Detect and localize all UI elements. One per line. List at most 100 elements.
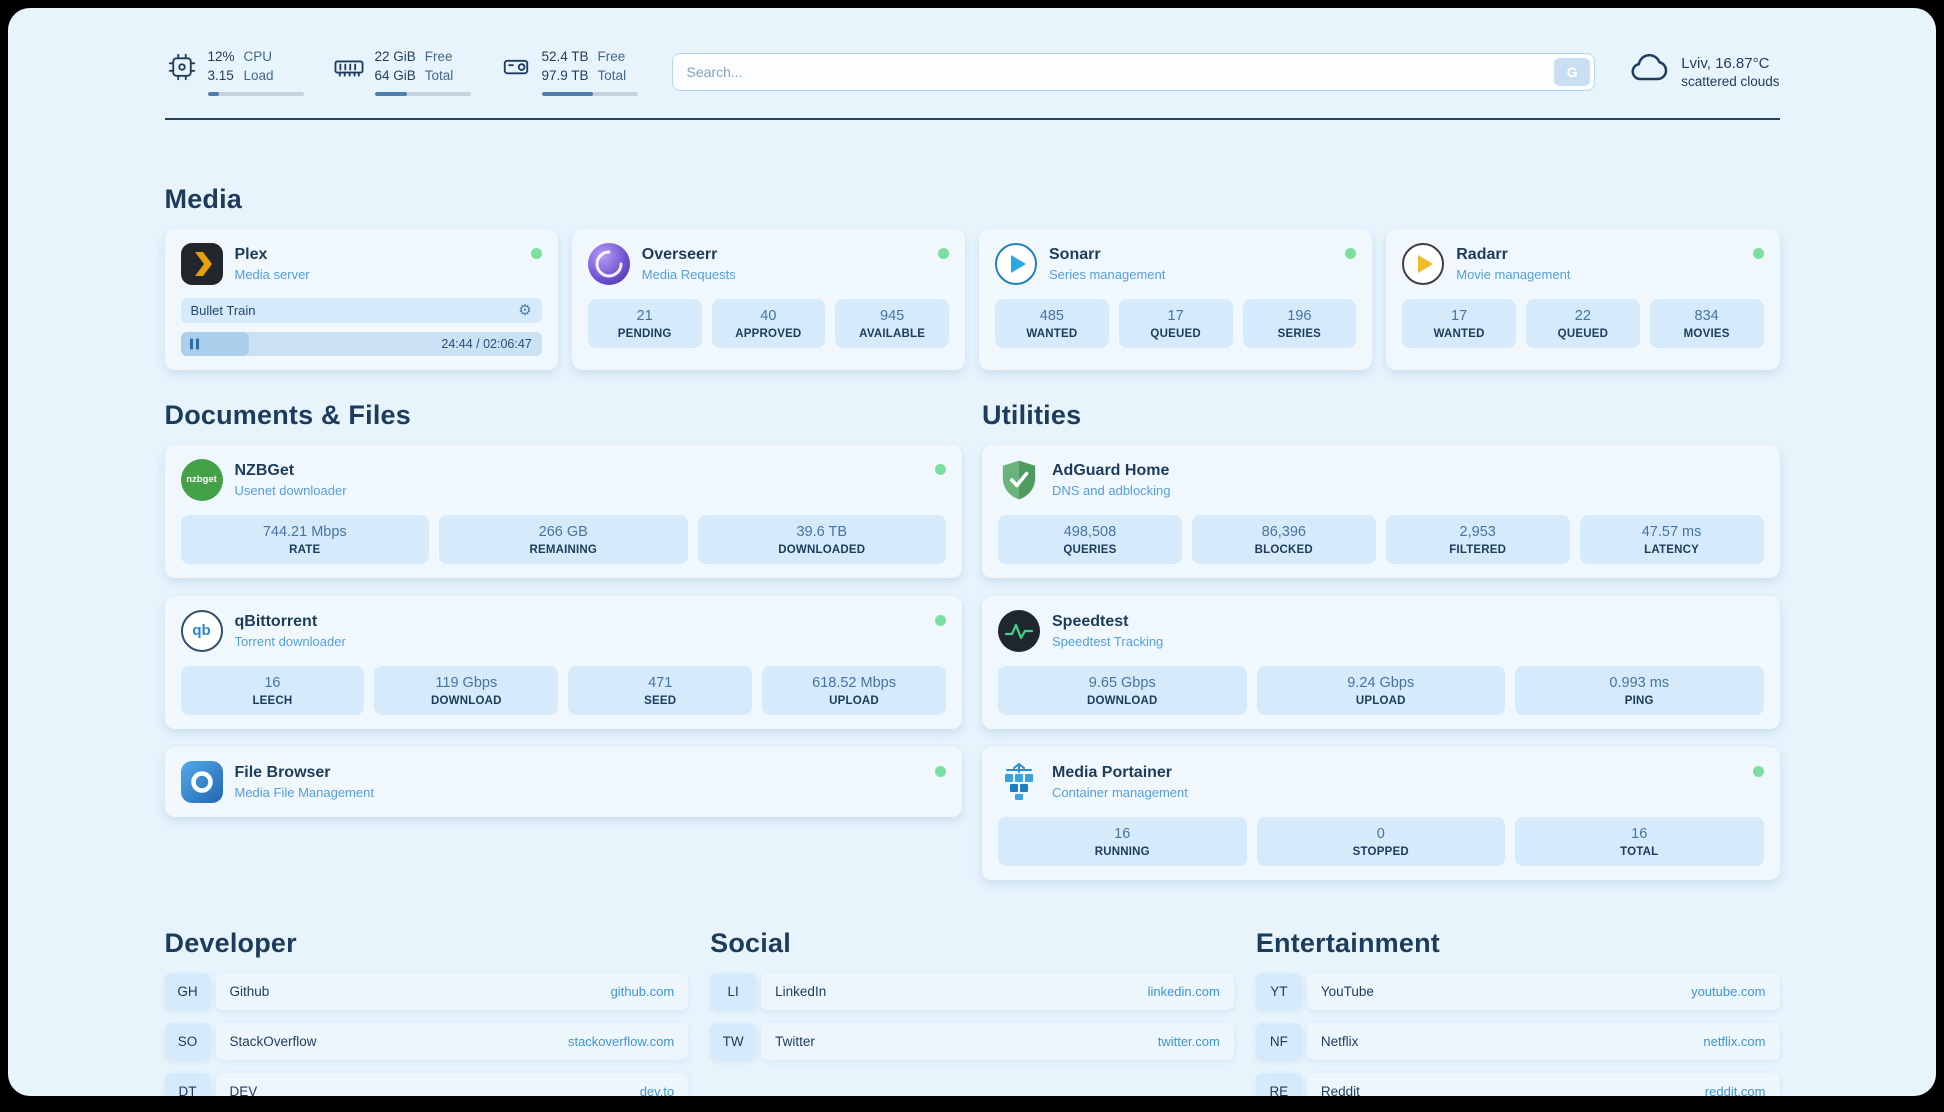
bookmark-name: LinkedIn: [775, 983, 827, 999]
bookmark-url: netflix.com: [1703, 1033, 1766, 1049]
app-card-qbittorrent[interactable]: qb qBittorrent Torrent downloader 16 LEE…: [164, 595, 962, 729]
stat-label: MOVIES: [1683, 327, 1730, 340]
topbar-divider: [164, 117, 1780, 120]
app-subtitle: Container management: [1052, 784, 1188, 800]
stat-label: TOTAL: [1620, 845, 1659, 858]
stat-label: QUERIES: [1063, 543, 1117, 556]
stat-value: 0.993 ms: [1609, 674, 1670, 691]
bookmark-url: linkedin.com: [1147, 983, 1220, 999]
bookmark-abbr: LI: [710, 972, 757, 1010]
app-name: Overseerr: [641, 245, 718, 263]
bookmark-youtube[interactable]: YT YouTube youtube.com: [1255, 972, 1780, 1010]
stat-value: 9.24 Gbps: [1347, 674, 1415, 691]
stat-label: APPROVED: [735, 327, 802, 340]
bookmark-twitter[interactable]: TW Twitter twitter.com: [710, 1022, 1234, 1060]
bookmark-reddit[interactable]: RE Reddit reddit.com: [1255, 1072, 1780, 1096]
bookmark-abbr: TW: [710, 1022, 757, 1060]
app-card-filebrowser[interactable]: File Browser Media File Management: [164, 746, 962, 817]
ram-label-2: Total: [424, 67, 454, 83]
search-bar: G: [671, 52, 1596, 91]
bookmark-dev[interactable]: DT DEV dev.to: [164, 1072, 689, 1096]
bookmark-url: twitter.com: [1157, 1033, 1220, 1049]
status-dot: [530, 247, 542, 259]
developer-heading: Developer: [164, 927, 297, 958]
bookmark-name: StackOverflow: [229, 1033, 317, 1049]
status-dot: [938, 247, 949, 259]
stat-tile: 16 RUNNING: [998, 816, 1247, 866]
search-input[interactable]: [671, 52, 1596, 91]
app-name: Radarr: [1456, 245, 1508, 263]
app-card-adguard[interactable]: AdGuard Home DNS and adblocking 498,508 …: [982, 444, 1780, 578]
stat-value: 39.6 TB: [796, 523, 848, 540]
cpu-icon: [165, 52, 199, 82]
adguard-icon: [998, 459, 1040, 501]
app-card-sonarr[interactable]: Sonarr Series management 485 WANTED 17 Q…: [979, 228, 1373, 370]
status-dot: [935, 463, 946, 475]
app-subtitle: Media server: [234, 266, 310, 282]
app-card-plex[interactable]: Plex Media server Bullet Train ⚙ 24:44 /…: [164, 228, 558, 370]
cpu-progress-bar: [207, 91, 304, 96]
app-subtitle: Media Requests: [641, 266, 736, 282]
stat-label: LEECH: [252, 694, 293, 707]
nzbget-icon-label: nzbget: [186, 474, 217, 486]
pause-button[interactable]: [189, 338, 199, 350]
stat-label: DOWNLOAD: [1086, 694, 1158, 707]
bookmark-url: youtube.com: [1691, 983, 1766, 999]
app-card-speedtest[interactable]: Speedtest Speedtest Tracking 9.65 Gbps D…: [982, 595, 1780, 729]
status-dot: [1752, 247, 1764, 259]
gear-icon[interactable]: ⚙: [518, 301, 532, 319]
playback-time: 24:44 / 02:06:47: [441, 336, 532, 351]
app-card-portainer[interactable]: Media Portainer Container management 16 …: [982, 746, 1780, 880]
stat-label: WANTED: [1433, 327, 1485, 340]
stat-value: 498,508: [1063, 523, 1117, 540]
stat-value: 618.52 Mbps: [812, 674, 896, 691]
disk-progress-bar: [541, 91, 638, 96]
stat-value: 21: [636, 307, 653, 324]
stat-label: UPLOAD: [1355, 694, 1406, 707]
topbar: 12% 3.15 CPU Load: [165, 48, 1780, 96]
stat-value: 471: [648, 674, 673, 691]
bookmark-name: YouTube: [1320, 983, 1374, 999]
stat-value: 47.57 ms: [1641, 523, 1702, 540]
utilities-section: Utilities: [982, 400, 1780, 880]
disk-widget: 52.4 TB 97.9 TB Free Total: [499, 48, 638, 96]
qbittorrent-icon-label: qb: [192, 622, 211, 640]
stat-value: 0: [1376, 825, 1385, 842]
stat-label: REMAINING: [529, 543, 598, 556]
app-subtitle: Movie management: [1456, 266, 1571, 282]
bookmark-linkedin[interactable]: LI LinkedIn linkedin.com: [710, 972, 1234, 1010]
bookmark-stackoverflow[interactable]: SO StackOverflow stackoverflow.com: [164, 1022, 689, 1060]
weather-widget[interactable]: Lviv, 16.87°C scattered clouds: [1629, 54, 1780, 89]
stat-label: QUEUED: [1150, 327, 1201, 340]
ram-icon: [332, 52, 366, 82]
bookmark-netflix[interactable]: NF Netflix netflix.com: [1255, 1022, 1780, 1060]
stat-label: SERIES: [1277, 327, 1322, 340]
bookmark-abbr: SO: [164, 1022, 211, 1060]
qbittorrent-icon: qb: [180, 609, 223, 652]
bookmark-github[interactable]: GH Github github.com: [164, 972, 689, 1010]
app-card-overseerr[interactable]: Overseerr Media Requests 21 PENDING 40 A…: [571, 228, 965, 370]
playback-progress[interactable]: 24:44 / 02:06:47: [180, 331, 542, 356]
app-subtitle: Series management: [1049, 266, 1166, 282]
app-card-nzbget[interactable]: nzbget NZBGet Usenet downloader 744.21 M…: [164, 444, 962, 578]
app-card-radarr[interactable]: Radarr Movie management 17 WANTED 22 QUE…: [1386, 228, 1780, 370]
stat-label: PENDING: [617, 327, 672, 340]
app-name: Sonarr: [1049, 245, 1101, 263]
stat-label: LATENCY: [1644, 543, 1699, 556]
stat-label: QUEUED: [1557, 327, 1609, 340]
status-dot: [935, 614, 946, 626]
bookmark-url: dev.to: [639, 1083, 675, 1096]
stat-tile: 17 QUEUED: [1118, 298, 1233, 348]
now-playing-title: Bullet Train: [190, 302, 256, 318]
search-engine-button[interactable]: G: [1554, 57, 1591, 86]
stat-label: DOWNLOAD: [431, 694, 502, 707]
status-dot: [1345, 247, 1357, 259]
stat-label: WANTED: [1026, 327, 1078, 340]
stat-tile: 40 APPROVED: [711, 298, 826, 348]
documents-heading: Documents & Files: [164, 399, 411, 430]
stat-tile: 16 LEECH: [180, 665, 365, 715]
bookmark-name: DEV: [229, 1083, 258, 1096]
sonarr-icon: [995, 242, 1037, 285]
speedtest-icon: [998, 609, 1040, 652]
stat-tile: 471 SEED: [568, 665, 753, 715]
